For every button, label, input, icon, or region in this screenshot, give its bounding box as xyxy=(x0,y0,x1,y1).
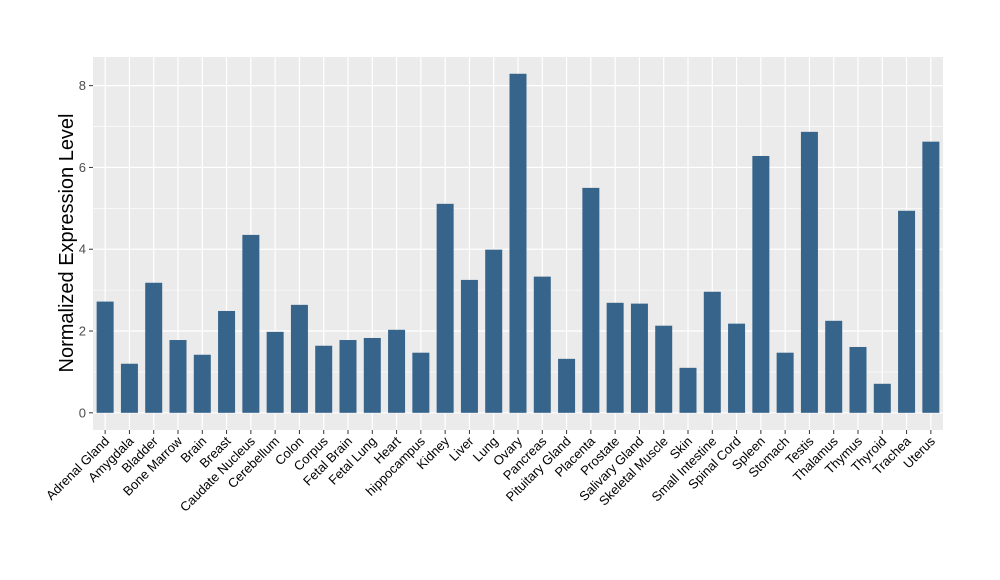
y-axis-label: Normalized Expression Level xyxy=(56,113,78,372)
bar-brain xyxy=(193,354,211,413)
bar-skin xyxy=(679,367,697,413)
y-tick-label: 0 xyxy=(79,405,86,420)
bar-pancreas xyxy=(533,276,551,413)
bar-bladder xyxy=(145,282,163,413)
bar-amygdala xyxy=(120,363,138,413)
bar-testis xyxy=(800,131,818,413)
bar-small-intestine xyxy=(703,291,721,413)
bar-pituitary-gland xyxy=(558,358,576,413)
bar-stomach xyxy=(776,352,794,413)
bar-thalamus xyxy=(825,320,843,413)
bar-spleen xyxy=(752,155,770,413)
y-tick-label: 8 xyxy=(79,78,86,93)
bar-placenta xyxy=(582,187,600,413)
bar-skeletal-muscle xyxy=(655,325,673,413)
bar-thymus xyxy=(849,346,867,413)
bar-caudate-nucleus xyxy=(242,234,260,413)
bar-ovary xyxy=(509,73,527,413)
x-tick-label: Liver xyxy=(446,433,477,464)
bar-lung xyxy=(485,249,503,413)
bar-hippocampus xyxy=(412,352,430,413)
bar-spinal-cord xyxy=(728,323,746,413)
bar-trachea xyxy=(898,210,916,413)
bar-bone-marrow xyxy=(169,340,187,413)
bar-adrenal-gland xyxy=(96,301,114,413)
bar-liver xyxy=(460,279,478,413)
bar-fetal-lung xyxy=(363,337,381,413)
y-tick-label: 4 xyxy=(79,242,86,257)
bar-breast xyxy=(218,310,236,413)
bar-prostate xyxy=(606,302,624,413)
bar-kidney xyxy=(436,203,454,413)
bar-salivary-gland xyxy=(630,303,648,413)
bar-fetal-brain xyxy=(339,340,357,413)
bar-corpus xyxy=(315,345,333,413)
y-tick-label: 2 xyxy=(79,324,86,339)
bar-heart xyxy=(388,329,406,413)
bar-uterus xyxy=(922,141,940,413)
bar-colon xyxy=(290,304,308,413)
bar-cerebellum xyxy=(266,331,284,413)
y-tick-label: 6 xyxy=(79,160,86,175)
bar-thyroid xyxy=(873,383,891,413)
